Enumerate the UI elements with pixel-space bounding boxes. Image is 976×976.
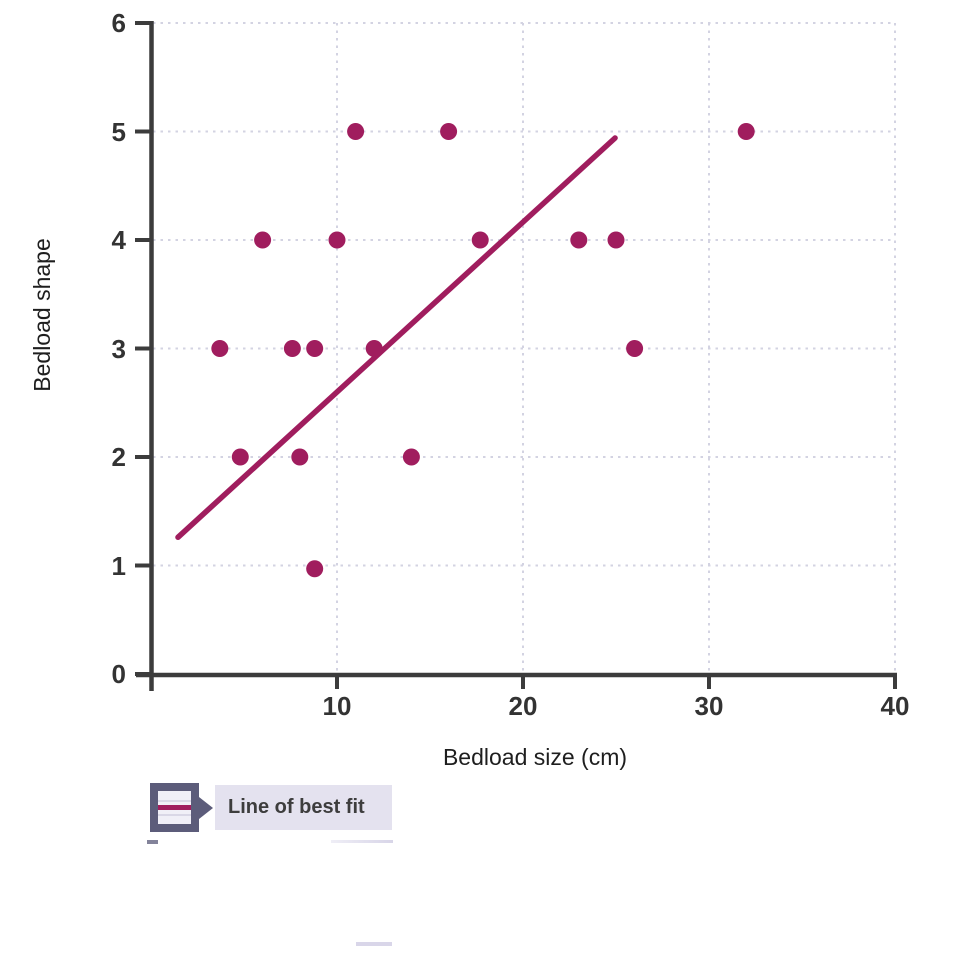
y-tick-label: 1 (111, 550, 126, 581)
x-tick-label: 10 (322, 691, 352, 721)
data-point (402, 448, 420, 466)
artifact-mark (356, 942, 392, 946)
line-of-best-fit-icon (150, 783, 199, 832)
best-fit-line (175, 135, 618, 541)
x-tick-label: 20 (508, 691, 538, 721)
legend-icon-fit-line (158, 805, 191, 810)
y-tick-label: 2 (111, 442, 126, 472)
data-point (570, 231, 588, 249)
y-tick-label: 6 (111, 8, 126, 38)
data-point (283, 340, 301, 357)
data-point (211, 340, 229, 357)
y-tick-label: 4 (111, 225, 126, 255)
y-tick-label: 3 (111, 333, 126, 364)
legend-icon-chart-face (158, 791, 191, 824)
data-point (306, 340, 324, 357)
data-point (365, 340, 383, 357)
data-point (471, 231, 489, 249)
x-tick-label: 30 (694, 691, 724, 721)
data-point (347, 123, 365, 140)
x-axis-title: Bedload size (cm) (442, 744, 628, 770)
data-point (607, 231, 625, 249)
data-point (440, 123, 458, 140)
y-tick-label: 0 (111, 659, 126, 689)
x-tick-label: 40 (880, 691, 910, 721)
data-point (291, 448, 309, 466)
data-point (306, 560, 324, 578)
data-point (231, 448, 249, 466)
legend-icon-gridline (158, 800, 191, 802)
y-tick-label: 5 (111, 116, 126, 147)
artifact-mark (147, 840, 158, 844)
y-axis-title: Bedload shape (29, 238, 55, 392)
data-point (328, 231, 346, 249)
legend-icon-gridline (158, 814, 191, 816)
legend-label: Line of best fit (215, 785, 392, 830)
data-point (626, 340, 644, 357)
data-point (254, 231, 272, 249)
data-point (737, 123, 755, 140)
legend-pointer-arrow-icon (199, 797, 213, 819)
artifact-mark (331, 840, 393, 843)
